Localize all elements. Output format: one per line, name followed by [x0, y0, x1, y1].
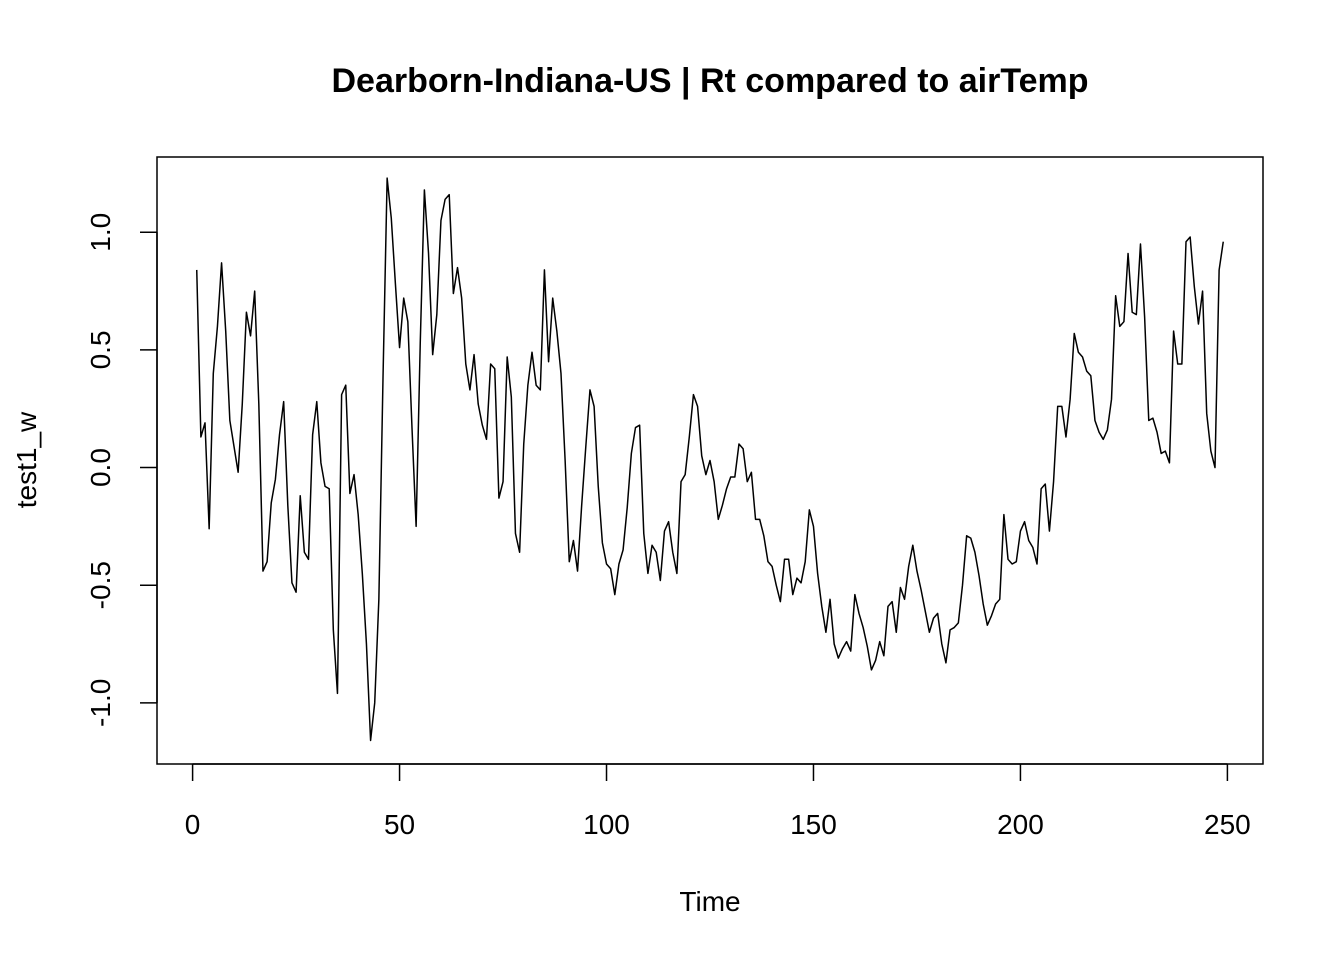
series-line — [195, 177, 1225, 742]
y-tick-label: -0.5 — [85, 561, 116, 609]
x-tick-label: 200 — [997, 809, 1044, 840]
x-tick-label: 150 — [790, 809, 837, 840]
chart-title: Dearborn-Indiana-US | Rt compared to air… — [332, 62, 1089, 100]
x-tick-label: 100 — [583, 809, 630, 840]
x-tick-label: 50 — [384, 809, 415, 840]
x-tick-label: 250 — [1204, 809, 1251, 840]
y-tick-label: -1.0 — [85, 679, 116, 727]
y-tick-label: 1.0 — [85, 213, 116, 252]
y-tick-label: 0.5 — [85, 330, 116, 369]
y-axis: -1.0 -0.5 0.0 0.5 1.0 — [85, 213, 158, 727]
y-axis-label: test1_w — [11, 411, 42, 508]
x-axis-label: Time — [679, 886, 740, 917]
y-tick-label: 0.0 — [85, 448, 116, 487]
x-axis: 0 50 100 150 200 250 — [185, 763, 1251, 840]
x-tick-label: 0 — [185, 809, 201, 840]
